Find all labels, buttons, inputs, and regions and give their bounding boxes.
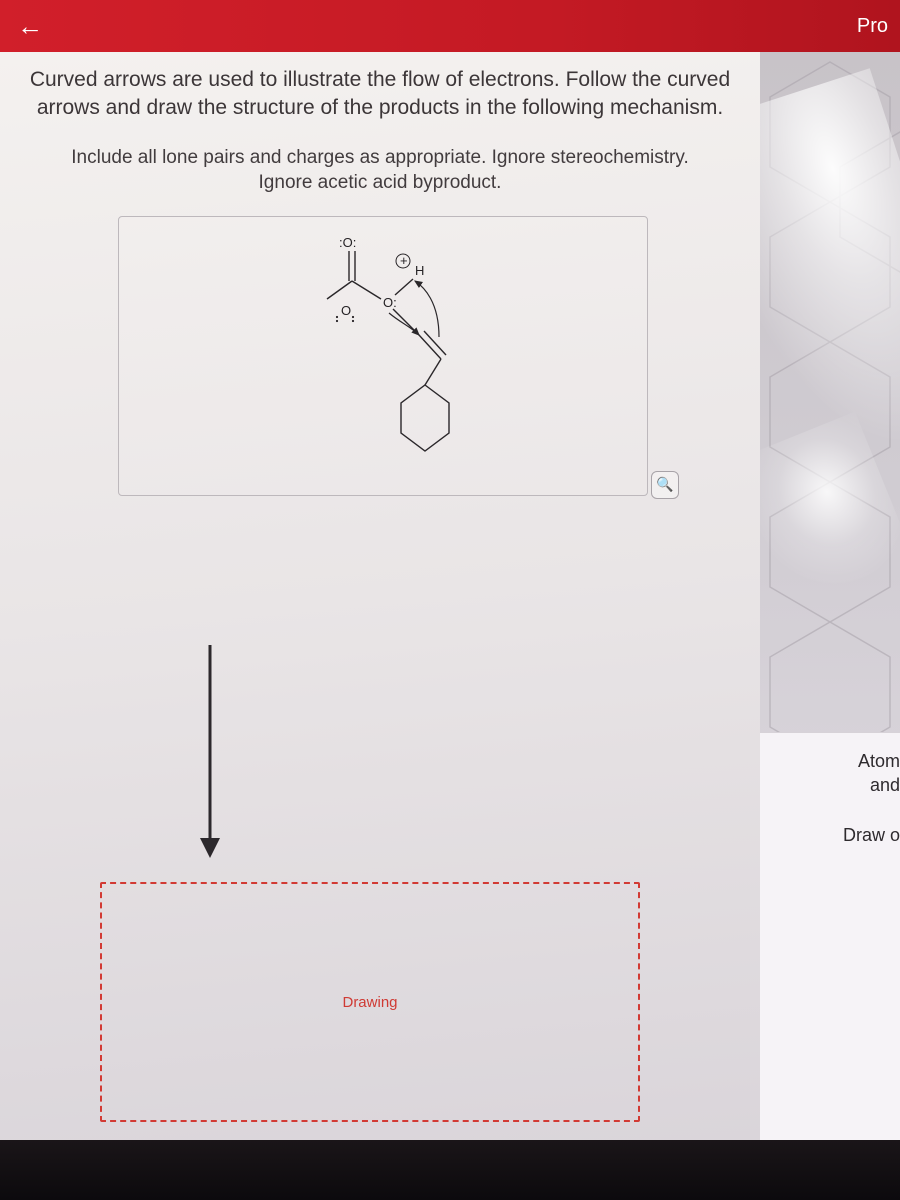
question-text: Curved arrows are used to illustrate the…	[28, 66, 732, 123]
side-help-panel: Atom and Draw o	[760, 732, 900, 1140]
label-O-mid: O:	[383, 295, 397, 310]
side-text-1: Atom	[852, 751, 900, 772]
drawing-placeholder: Drawing	[342, 994, 397, 1011]
side-text-3: Draw o	[837, 825, 900, 846]
magnify-icon: 🔍	[656, 476, 673, 493]
topbar-right-label: Pro	[857, 15, 888, 38]
drawing-answer-box[interactable]: Drawing	[100, 882, 640, 1122]
label-plus: +	[400, 253, 408, 268]
label-H: H	[415, 263, 424, 278]
side-text-2: and	[864, 775, 900, 796]
back-button[interactable]: ←	[12, 8, 48, 44]
hexagon-background	[760, 52, 900, 752]
back-arrow-icon: ←	[17, 11, 43, 42]
reaction-arrow-icon	[195, 640, 225, 860]
instruction-text: Include all lone pairs and charges as ap…	[60, 145, 700, 196]
zoom-button[interactable]: 🔍	[651, 471, 679, 499]
top-bar: ← Pro	[0, 0, 900, 52]
side-panel: Atom and Draw o	[760, 52, 900, 1140]
device-bezel-bottom	[0, 1140, 900, 1200]
label-O-dbl: O	[341, 303, 351, 318]
reactant-structure-panel: :O: O O: H +	[118, 216, 648, 496]
question-panel: Curved arrows are used to illustrate the…	[0, 52, 760, 1140]
label-O-left: :O:	[339, 235, 356, 250]
reactant-structure-svg: :O: O O: H +	[119, 217, 649, 497]
